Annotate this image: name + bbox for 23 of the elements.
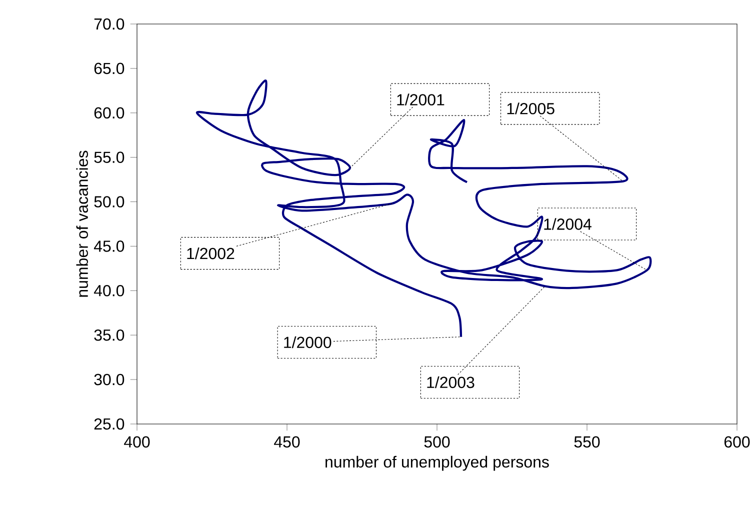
y-tick-label: 70.0 bbox=[94, 18, 124, 30]
x-tick-label: 550 bbox=[574, 436, 600, 448]
annotation: 1/2003 bbox=[427, 376, 474, 388]
annotation: 1/2000 bbox=[284, 336, 332, 348]
y-tick-label: 55.0 bbox=[94, 152, 124, 163]
y-tick-label: 25.0 bbox=[94, 418, 124, 430]
y-axis-title: number of vacancies bbox=[76, 150, 88, 297]
y-tick-label: 60.0 bbox=[94, 107, 124, 119]
x-tick-label: 450 bbox=[274, 436, 300, 448]
annotation: 1/2004 bbox=[544, 218, 592, 230]
y-tick-label: 65.0 bbox=[94, 62, 124, 74]
x-tick-label: 400 bbox=[124, 436, 150, 448]
x-axis-title: number of unemployed persons bbox=[326, 456, 549, 471]
y-tick-label: 35.0 bbox=[94, 329, 124, 341]
x-tick-label: 600 bbox=[724, 436, 750, 448]
y-tick-label: 45.0 bbox=[94, 240, 124, 252]
y-tick-label: 50.0 bbox=[94, 196, 124, 208]
y-tick-label: 40.0 bbox=[94, 284, 124, 296]
y-tick-label: 30.0 bbox=[94, 374, 124, 386]
annotation: 1/2001 bbox=[397, 94, 444, 106]
annotation: 1/2002 bbox=[187, 247, 234, 260]
annotation: 1/2005 bbox=[507, 102, 554, 114]
x-tick-label: 500 bbox=[424, 436, 450, 448]
